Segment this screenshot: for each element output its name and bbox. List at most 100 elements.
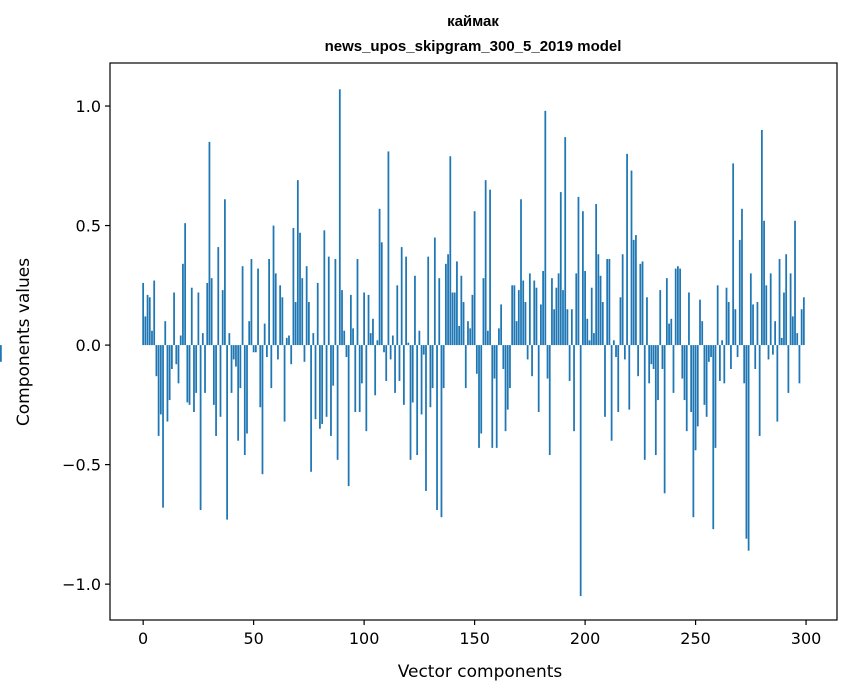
bar <box>577 196 580 346</box>
bar <box>502 345 505 369</box>
bar <box>230 345 233 393</box>
bar <box>683 345 686 401</box>
bar <box>727 302 730 346</box>
bar <box>164 321 167 346</box>
bar <box>235 345 237 367</box>
bar <box>701 321 704 346</box>
bar <box>254 345 257 353</box>
bar <box>535 287 538 346</box>
bar <box>478 345 480 448</box>
bar <box>442 345 445 389</box>
bar <box>148 297 151 346</box>
bar <box>688 292 690 346</box>
bar <box>248 321 251 346</box>
bar <box>482 278 485 346</box>
bar <box>533 280 536 346</box>
bar <box>429 345 432 408</box>
bar <box>639 263 642 346</box>
bar <box>723 345 726 384</box>
bar <box>719 345 721 381</box>
bar <box>650 345 653 365</box>
bar <box>710 345 712 358</box>
bar <box>325 345 328 417</box>
bar <box>294 302 297 346</box>
bar <box>588 340 591 346</box>
bar <box>674 268 677 346</box>
bar <box>257 268 259 346</box>
bar <box>623 345 626 360</box>
bar <box>754 345 757 369</box>
bar <box>540 304 542 346</box>
bar <box>608 259 611 346</box>
bar <box>630 170 633 346</box>
x-axis-label: Vector components <box>398 662 563 682</box>
bar <box>575 273 578 346</box>
bar <box>703 345 706 405</box>
bar <box>509 345 511 389</box>
bar <box>162 345 164 508</box>
bar <box>712 345 715 530</box>
bar <box>283 345 286 422</box>
bar <box>396 285 399 346</box>
bar <box>285 337 288 346</box>
bar <box>652 345 655 369</box>
bar <box>617 345 620 413</box>
bar <box>548 345 551 456</box>
bar <box>721 340 723 346</box>
bar <box>279 285 282 346</box>
bar <box>367 294 370 346</box>
bar <box>292 227 295 346</box>
bar <box>336 345 339 460</box>
bar <box>794 220 796 346</box>
bar <box>783 292 785 346</box>
bar <box>266 345 268 358</box>
bar <box>453 292 456 346</box>
bar <box>597 254 600 346</box>
bar <box>383 345 385 353</box>
bar <box>491 345 494 448</box>
bar <box>387 151 390 346</box>
x-tick-label: 300 <box>791 629 822 648</box>
bar <box>749 273 752 346</box>
bar <box>201 333 204 346</box>
bar <box>456 261 458 346</box>
bar <box>301 278 304 346</box>
bar <box>707 345 710 362</box>
bar <box>579 345 582 597</box>
x-axis-ticks: 0 50 100 150 200 250 300 <box>138 620 821 648</box>
bar <box>467 321 469 346</box>
bar <box>369 333 372 346</box>
bar <box>734 309 737 346</box>
bar <box>175 345 178 365</box>
bar <box>681 345 684 379</box>
bar <box>657 345 659 401</box>
bar <box>763 220 765 346</box>
bar <box>212 345 215 405</box>
bar <box>546 345 549 379</box>
bar <box>654 345 657 456</box>
bar <box>190 287 193 346</box>
bar <box>566 309 569 346</box>
bar <box>685 345 688 432</box>
bar <box>407 342 410 346</box>
bar <box>425 345 427 491</box>
bar <box>522 280 525 346</box>
bar <box>767 345 770 360</box>
bar <box>210 278 213 346</box>
bar <box>590 287 593 346</box>
x-tick-label: 100 <box>349 629 380 648</box>
bar <box>0 345 2 362</box>
bar <box>780 337 783 346</box>
bar <box>504 345 507 432</box>
chart-subtitle: news_upos_skipgram_300_5_2019 model <box>325 38 622 55</box>
bar <box>493 345 496 379</box>
bar <box>564 137 567 346</box>
bar <box>153 280 156 346</box>
bar <box>500 304 503 346</box>
bar <box>769 273 772 346</box>
bar <box>228 333 231 346</box>
bar <box>363 292 366 346</box>
bar <box>447 254 449 346</box>
bar <box>586 318 589 346</box>
bar <box>197 292 200 346</box>
